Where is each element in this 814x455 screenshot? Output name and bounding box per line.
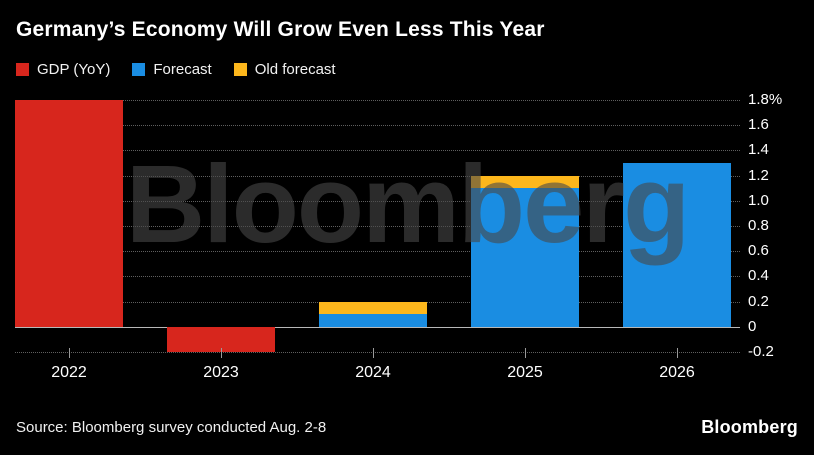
bar-gdp-2023 [167, 326, 275, 352]
bar-old-forecast-2024 [319, 301, 427, 315]
x-axis-label: 2022 [51, 364, 87, 381]
gridline [15, 251, 740, 253]
x-axis-label: 2024 [355, 364, 391, 381]
y-axis-label: -0.2 [748, 343, 774, 360]
x-axis-label: 2026 [659, 364, 695, 381]
y-axis-label: 0.8 [748, 217, 769, 234]
y-axis-label: 1.4 [748, 141, 769, 159]
gridline [15, 200, 740, 202]
bar-forecast-2026 [623, 163, 731, 327]
x-axis-tick [221, 348, 222, 358]
x-axis-tick [677, 348, 678, 358]
bar-old-forecast-2025 [471, 175, 579, 189]
bar-forecast-2024 [319, 314, 427, 327]
gridline [15, 175, 740, 177]
legend-label-forecast: Forecast [153, 61, 212, 78]
legend-item-gdp: GDP (YoY) [16, 61, 110, 78]
y-axis-label: 1.6 [748, 116, 769, 134]
gridline [15, 100, 740, 101]
legend-swatch-gdp [16, 63, 29, 76]
x-axis-label: 2023 [203, 364, 239, 381]
bar-gdp-2022 [15, 100, 123, 327]
bar-forecast-2025 [471, 188, 579, 327]
gridline [15, 352, 740, 353]
legend-item-forecast: Forecast [132, 61, 212, 78]
legend-swatch-old-forecast [233, 63, 247, 76]
y-axis-label: 0.4 [748, 267, 769, 285]
x-axis-tick [373, 348, 374, 358]
chart-title: Germany’s Economy Will Grow Even Less Th… [16, 18, 545, 41]
gridline [15, 125, 740, 127]
source-attribution: Source: Bloomberg survey conducted Aug. … [16, 419, 327, 436]
x-axis-tick [525, 348, 526, 358]
plot-area: 1.8% 1.6 1.4 1.2 1.0 0.8 0.6 0.4 0.2 0 -0.2 2022 202… [15, 91, 782, 381]
legend-label-old-forecast: Old forecast [254, 61, 336, 78]
x-axis-tick [69, 348, 70, 358]
y-axis-label: 1.0 [748, 191, 769, 209]
zero-axis-line [15, 326, 740, 328]
y-axis-label: 0.2 [748, 292, 769, 310]
gridline [15, 226, 740, 227]
y-axis-label: 1.8% [748, 91, 783, 108]
bloomberg-logo: Bloomberg [701, 417, 798, 437]
legend: GDP (YoY) Forecast Old forecast [16, 61, 336, 78]
x-axis-label: 2025 [507, 364, 543, 381]
y-axis-label: 0 [748, 317, 757, 335]
legend-label-gdp: GDP (YoY) [37, 61, 111, 78]
gridline [15, 276, 740, 278]
y-axis-label: 0.6 [748, 242, 769, 260]
legend-swatch-forecast [132, 63, 146, 76]
y-axis-label: 1.2 [748, 166, 769, 184]
gridline [15, 150, 740, 152]
legend-item-old-forecast: Old forecast [233, 61, 336, 78]
